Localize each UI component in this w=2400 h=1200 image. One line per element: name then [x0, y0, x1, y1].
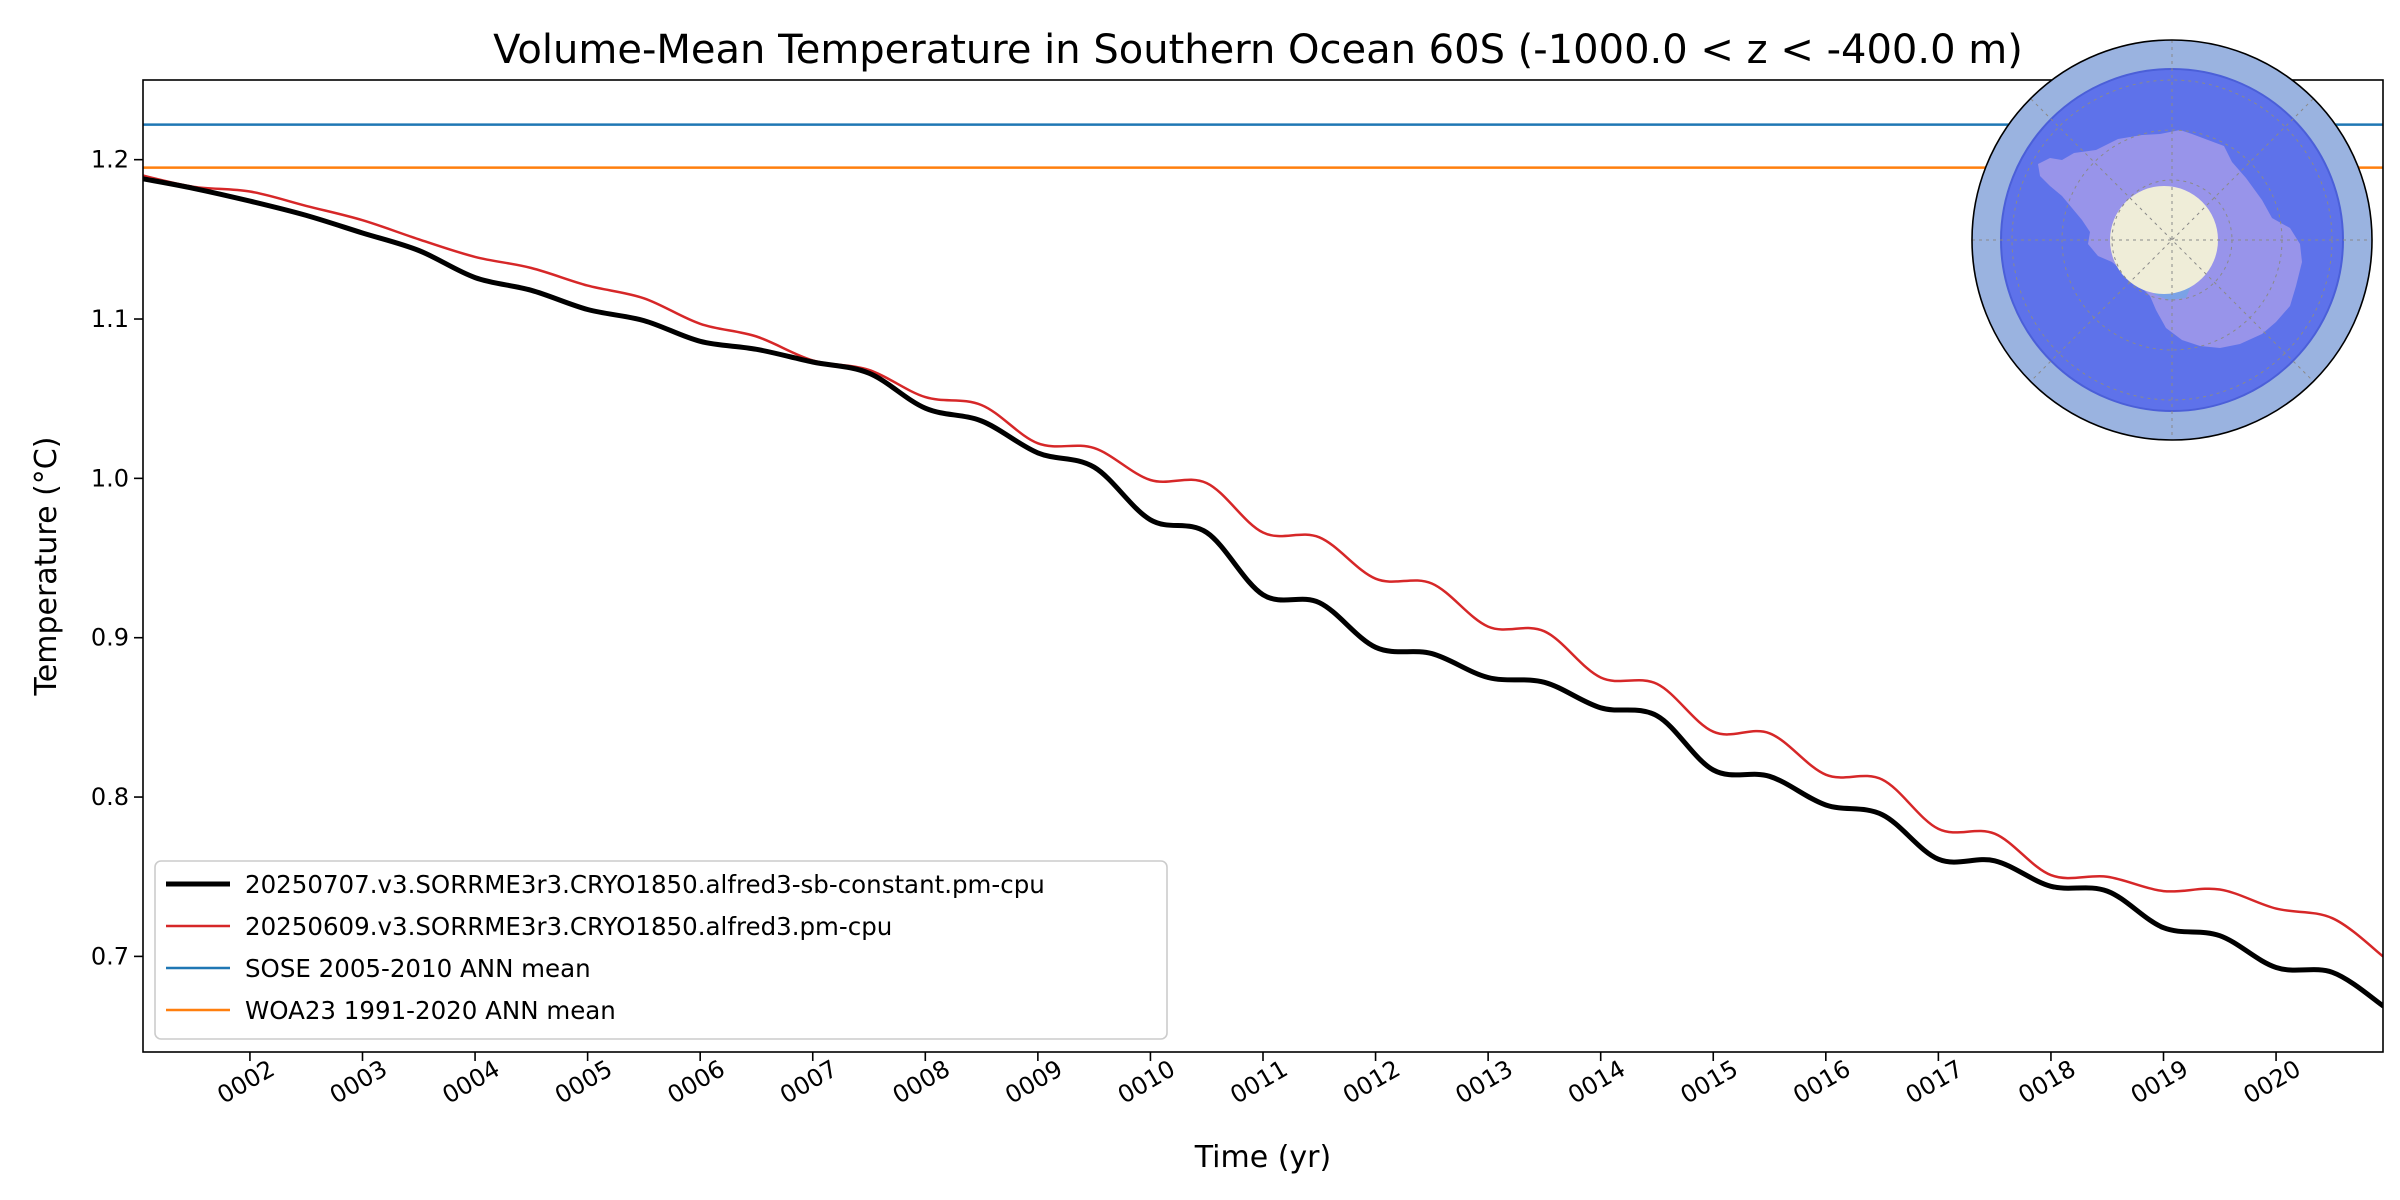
y-tick-label: 1.0	[91, 464, 129, 492]
map-graticule	[1972, 40, 2372, 440]
x-axis-label: Time (yr)	[1194, 1140, 1331, 1175]
map-frame	[1971, 39, 2373, 441]
y-tick-label: 0.9	[91, 624, 129, 652]
legend: 20250707.v3.SORRME3r3.CRYO1850.alfred3-s…	[154, 860, 1168, 1040]
y-tick-label: 1.2	[91, 146, 129, 174]
legend-entry-20250707-v3-sorrme3r3-cryo1850-alfred3-sb-constant-pm-cpu: 20250707.v3.SORRME3r3.CRYO1850.alfred3-s…	[245, 870, 1045, 899]
y-axis: 0.7 0.8 0.9 1.0 1.1 1.2	[91, 146, 143, 970]
chart-title: Volume-Mean Temperature in Southern Ocea…	[493, 27, 2023, 73]
inset-map	[1971, 39, 2373, 441]
y-axis-label: Temperature (°C)	[29, 437, 64, 697]
legend-entry-20250609-v3-sorrme3r3-cryo1850-alfred3-pm-cpu: 20250609.v3.SORRME3r3.CRYO1850.alfred3.p…	[245, 912, 892, 941]
series-layer	[143, 123, 2383, 1009]
legend-box	[154, 860, 1168, 1040]
legend-entry-woa23-1991-2020-ann-mean: WOA23 1991-2020 ANN mean	[245, 996, 616, 1025]
y-tick-label: 1.1	[91, 305, 129, 333]
legend-entry-sose-2005-2010-ann-mean: SOSE 2005-2010 ANN mean	[245, 954, 591, 983]
series-line-20250707-v3-sorrme3r3-cryo1850-alfred3-sb-constant-pm-cpu	[143, 176, 2383, 1009]
y-tick-label: 0.7	[91, 942, 129, 970]
y-tick-label: 0.8	[91, 783, 129, 811]
series-line-20250609-v3-sorrme3r3-cryo1850-alfred3-pm-cpu	[143, 174, 2383, 958]
